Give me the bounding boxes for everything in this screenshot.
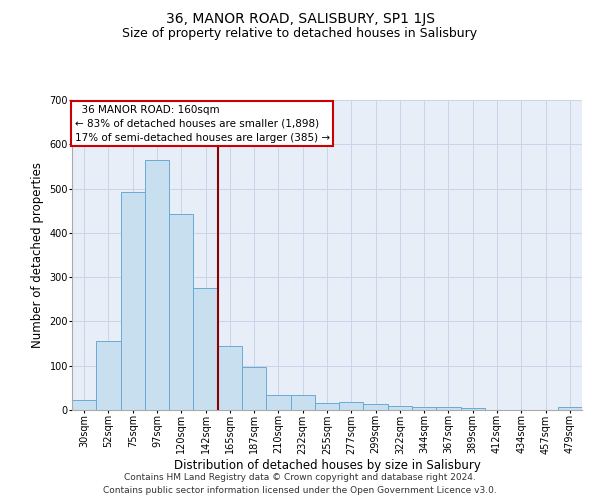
Bar: [315, 404, 339, 410]
Bar: [436, 408, 461, 410]
Bar: [218, 346, 242, 410]
Bar: [558, 408, 582, 410]
Bar: [145, 160, 169, 410]
Bar: [388, 406, 412, 410]
Bar: [266, 394, 290, 410]
Bar: [193, 288, 218, 410]
Bar: [121, 192, 145, 410]
Text: Size of property relative to detached houses in Salisbury: Size of property relative to detached ho…: [122, 28, 478, 40]
Bar: [169, 214, 193, 410]
Bar: [339, 402, 364, 410]
Bar: [96, 342, 121, 410]
Bar: [290, 396, 315, 410]
X-axis label: Distribution of detached houses by size in Salisbury: Distribution of detached houses by size …: [173, 459, 481, 472]
Y-axis label: Number of detached properties: Number of detached properties: [31, 162, 44, 348]
Bar: [242, 366, 266, 410]
Text: 36 MANOR ROAD: 160sqm
← 83% of detached houses are smaller (1,898)
17% of semi-d: 36 MANOR ROAD: 160sqm ← 83% of detached …: [74, 104, 329, 142]
Bar: [461, 408, 485, 410]
Bar: [364, 404, 388, 410]
Text: 36, MANOR ROAD, SALISBURY, SP1 1JS: 36, MANOR ROAD, SALISBURY, SP1 1JS: [166, 12, 434, 26]
Bar: [72, 400, 96, 410]
Bar: [412, 408, 436, 410]
Text: Contains HM Land Registry data © Crown copyright and database right 2024.
Contai: Contains HM Land Registry data © Crown c…: [103, 474, 497, 495]
